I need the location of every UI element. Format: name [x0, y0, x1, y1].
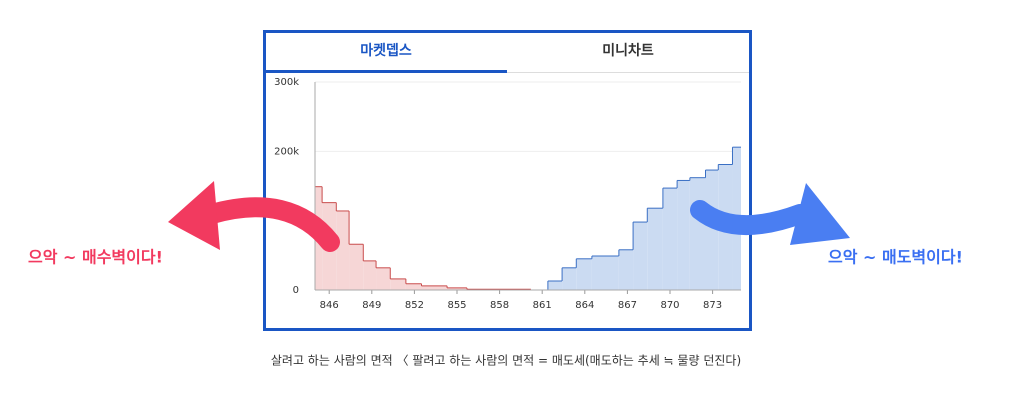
x-tick-label: 867: [618, 300, 637, 311]
active-tab-underline: [266, 70, 507, 73]
depth-step: [390, 278, 406, 290]
depth-step: [633, 222, 648, 290]
depth-step: [576, 258, 592, 290]
depth-step: [405, 283, 422, 290]
depth-step: [562, 267, 577, 290]
bid-wall-annotation: 으악 ~ 매수벽이다!: [28, 248, 163, 267]
depth-step: [618, 249, 634, 290]
y-tick-label: 0: [293, 285, 299, 296]
x-tick-label: 858: [490, 300, 509, 311]
ask-wall-annotation: 으악 ~ 매도벽이다!: [828, 248, 963, 267]
x-tick-label: 846: [320, 300, 339, 311]
x-tick-label: 849: [362, 300, 381, 311]
depth-step: [421, 285, 448, 290]
x-tick-label: 852: [405, 300, 424, 311]
depth-step: [336, 210, 350, 290]
tab-mini-chart[interactable]: 미니차트: [602, 43, 654, 59]
depth-step: [591, 256, 619, 290]
depth-step: [689, 177, 706, 290]
depth-step: [662, 188, 678, 290]
red-arrow: [168, 181, 340, 252]
depth-step: [349, 244, 364, 290]
depth-step: [447, 287, 467, 290]
y-tick-label: 300k: [274, 77, 299, 88]
depth-step: [647, 208, 663, 290]
depth-step: [376, 267, 391, 290]
x-tick-label: 873: [703, 300, 722, 311]
tab-market-depth[interactable]: 마켓뎁스: [360, 42, 412, 59]
depth-step: [705, 170, 719, 290]
depth-step: [363, 260, 377, 290]
x-tick-label: 864: [575, 300, 594, 311]
depth-step: [547, 280, 563, 290]
y-tick-label: 200k: [274, 146, 299, 157]
x-tick-label: 870: [660, 300, 679, 311]
x-tick-label: 855: [447, 300, 466, 311]
depth-step: [677, 180, 690, 290]
x-tick-label: 861: [533, 300, 552, 311]
caption: 살려고 하는 사람의 면적 〈 팔려고 하는 사람의 면적 = 매도세(매도하는…: [271, 354, 741, 368]
blue-arrow: [690, 183, 850, 245]
